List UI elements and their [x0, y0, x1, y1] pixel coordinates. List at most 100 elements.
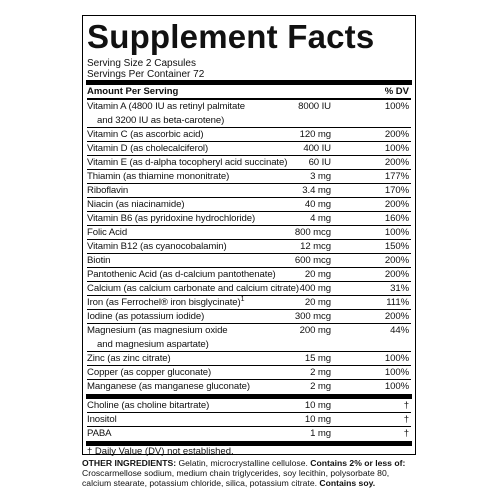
daily-value: 200%: [384, 311, 409, 322]
daily-value: 200%: [384, 255, 409, 266]
nutrient-name: Calcium (as calcium carbonate and calciu…: [87, 283, 300, 294]
nutrient-row: Vitamin D (as cholecalciferol) 400 IU 100%: [87, 142, 411, 156]
thick-rule: [86, 394, 412, 399]
daily-value: 200%: [384, 199, 409, 210]
nutrient-name: Thiamin (as thiamine mononitrate): [87, 171, 230, 182]
nutrient-row: Vitamin B6 (as pyridoxine hydrochloride)…: [87, 212, 411, 226]
nutrient-row: Calcium (as calcium carbonate and calciu…: [87, 282, 411, 296]
amount: 60 IU: [308, 157, 332, 168]
daily-value: 200%: [384, 157, 409, 168]
amount: 10 mg: [304, 414, 331, 425]
amount: 800 mcg: [294, 227, 331, 238]
amount: 4 mg: [310, 213, 331, 224]
daily-value: 150%: [384, 241, 409, 252]
nutrient-name: Pantothenic Acid (as d-calcium pantothen…: [87, 269, 276, 280]
label: Contains 2% or less of:: [310, 458, 406, 468]
nutrient-row: Choline (as choline bitartrate) 10 mg †: [87, 399, 411, 413]
column-header: Amount Per Serving % DV: [87, 85, 411, 98]
nutrient-name: Iron (as Ferrochel® iron bisglycinate)1: [87, 295, 245, 308]
nutrient-name: Niacin (as niacinamide): [87, 199, 185, 210]
nutrient-row: Manganese (as manganese gluconate) 2 mg 10…: [87, 380, 411, 394]
daily-value: 100%: [384, 381, 409, 392]
nutrient-row: Zinc (as zinc citrate) 15 mg 100%: [87, 352, 411, 366]
daily-value: †: [403, 428, 409, 439]
amount: 400 mg: [299, 283, 332, 294]
amount: 600 mcg: [294, 255, 331, 266]
amount: 1 mg: [310, 428, 331, 439]
daily-value: 100%: [384, 353, 409, 364]
nutrient-name: Vitamin B6 (as pyridoxine hydrochloride): [87, 213, 256, 224]
amount: 120 mg: [299, 129, 332, 140]
amount: 3 mg: [310, 171, 331, 182]
nutrient-row: Copper (as copper gluconate) 2 mg 100%: [87, 366, 411, 380]
amount: 20 mg: [304, 269, 331, 280]
amount: 10 mg: [304, 400, 331, 411]
nutrient-name: PABA: [87, 428, 112, 439]
amount: 20 mg: [304, 297, 331, 308]
daily-value: 100%: [384, 367, 409, 378]
nutrient-name: Manganese (as manganese gluconate): [87, 381, 251, 392]
amount: 3.4 mg: [302, 185, 331, 196]
title: Supplement Facts: [87, 18, 375, 55]
label: OTHER INGREDIENTS:: [82, 458, 177, 468]
nutrient-row: Riboflavin 3.4 mg 170%: [87, 184, 411, 198]
footnote-marker: 1: [240, 295, 245, 303]
supplement-facts-panel: Supplement Facts Serving Size 2 Capsules…: [82, 15, 416, 457]
nutrient-name: Zinc (as zinc citrate): [87, 353, 171, 364]
serving-size: Serving Size 2 Capsules: [87, 58, 196, 69]
nutrient-name: Folic Acid: [87, 227, 128, 238]
allergen: Contains soy.: [319, 478, 376, 488]
nutrient-rows: Vitamin A (4800 IU as retinyl palmitate a…: [87, 100, 411, 394]
footnote: † Daily Value (DV) not established.: [87, 446, 234, 457]
nutrient-row: Iron (as Ferrochel® iron bisglycinate)1 2…: [87, 296, 411, 310]
nutrient-name: Riboflavin: [87, 185, 129, 196]
nutrient-row: Niacin (as niacinamide) 40 mg 200%: [87, 198, 411, 212]
nutrient-name: Vitamin B12 (as cyanocobalamin): [87, 241, 227, 252]
amount: 12 mcg: [300, 241, 331, 252]
nutrient-row: Inositol 10 mg †: [87, 413, 411, 427]
nutrient-row: Magnesium (as magnesium oxide and magnesi…: [87, 324, 411, 352]
daily-value: 31%: [390, 283, 409, 294]
other-ingredients: OTHER INGREDIENTS: Gelatin, microcrystal…: [82, 458, 418, 488]
amount: 40 mg: [304, 199, 331, 210]
amount: 200 mg: [299, 325, 332, 336]
amount-header: Amount Per Serving: [87, 86, 179, 97]
nutrient-name: Iodine (as potassium iodide): [87, 311, 205, 322]
amount: 2 mg: [310, 381, 331, 392]
daily-value: 100%: [384, 101, 409, 112]
nutrient-name: Vitamin C (as ascorbic acid): [87, 129, 204, 140]
nutrient-row: Folic Acid 800 mcg 100%: [87, 226, 411, 240]
nutrient-row: PABA 1 mg †: [87, 427, 411, 441]
nutrient-row: Vitamin E (as d-alpha tocopheryl acid su…: [87, 156, 411, 170]
nutrient-row: Vitamin C (as ascorbic acid) 120 mg 200%: [87, 128, 411, 142]
daily-value: 200%: [384, 129, 409, 140]
other-rows: Choline (as choline bitartrate) 10 mg † Ino…: [87, 399, 411, 441]
amount: 2 mg: [310, 367, 331, 378]
nutrient-row: Vitamin B12 (as cyanocobalamin) 12 mcg 150…: [87, 240, 411, 254]
nutrient-name: and magnesium aspartate): [97, 339, 209, 350]
daily-value: 160%: [384, 213, 409, 224]
daily-value: 170%: [384, 185, 409, 196]
nutrient-name: Vitamin D (as cholecalciferol): [87, 143, 209, 154]
daily-value: †: [403, 400, 409, 411]
rule: [87, 98, 411, 100]
text: Gelatin, microcrystalline cellulose.: [176, 458, 311, 468]
daily-value: 44%: [390, 325, 409, 336]
nutrient-name: Inositol: [87, 414, 117, 425]
daily-value: 177%: [384, 171, 409, 182]
thick-rule: [86, 441, 412, 446]
daily-value: 111%: [386, 297, 409, 308]
nutrient-row: Iodine (as potassium iodide) 300 mcg 200%: [87, 310, 411, 324]
text: Croscarmellose sodium, medium chain trig…: [82, 468, 390, 488]
amount: 8000 IU: [298, 101, 331, 112]
nutrient-name: Vitamin A (4800 IU as retinyl palmitate: [87, 101, 246, 112]
nutrient-name: Vitamin E (as d-alpha tocopheryl acid su…: [87, 157, 288, 168]
nutrient-row: Biotin 600 mcg 200%: [87, 254, 411, 268]
nutrient-name: Biotin: [87, 255, 111, 266]
daily-value: 200%: [384, 269, 409, 280]
nutrient-row: Thiamin (as thiamine mononitrate) 3 mg 177…: [87, 170, 411, 184]
daily-value: 100%: [384, 227, 409, 238]
daily-value: 100%: [384, 143, 409, 154]
amount: 300 mcg: [294, 311, 331, 322]
